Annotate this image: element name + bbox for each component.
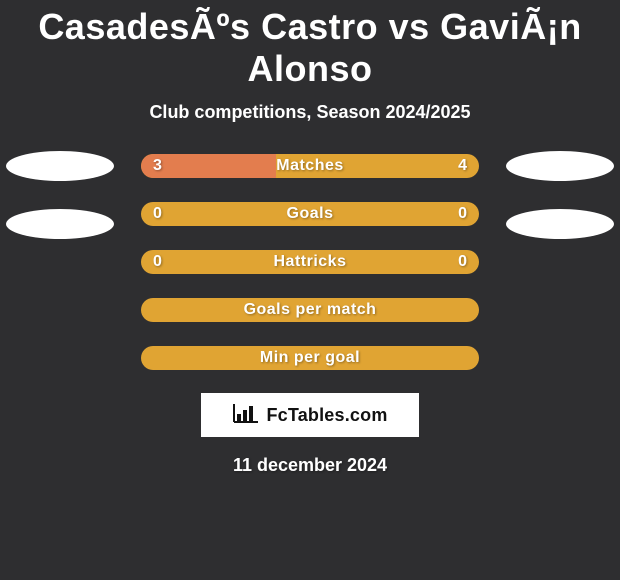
stat-row: 00Hattricks bbox=[0, 249, 620, 275]
stat-label: Matches bbox=[141, 154, 479, 178]
page-title: CasadesÃºs Castro vs GaviÃ¡n Alonso bbox=[0, 6, 620, 90]
stat-rows: 34Matches 00Goals 00Hattricks Goals per mat… bbox=[0, 153, 620, 371]
team-badge-right bbox=[506, 151, 614, 181]
stat-bar: 00Hattricks bbox=[141, 250, 479, 274]
stat-row: Min per goal bbox=[0, 345, 620, 371]
branding-text: FcTables.com bbox=[266, 405, 387, 426]
stat-bar: 34Matches bbox=[141, 154, 479, 178]
stat-bar: Goals per match bbox=[141, 298, 479, 322]
team-badge-left bbox=[6, 151, 114, 181]
bar-chart-icon bbox=[232, 402, 260, 429]
stat-label: Hattricks bbox=[141, 250, 479, 274]
team-badge-left bbox=[6, 209, 114, 239]
page-subtitle: Club competitions, Season 2024/2025 bbox=[0, 102, 620, 123]
comparison-card: CasadesÃºs Castro vs GaviÃ¡n Alonso Club… bbox=[0, 0, 620, 476]
stat-row: 34Matches bbox=[0, 153, 620, 179]
branding-box: FcTables.com bbox=[201, 393, 419, 437]
stat-label: Min per goal bbox=[141, 346, 479, 370]
stat-row: 00Goals bbox=[0, 201, 620, 227]
page-date: 11 december 2024 bbox=[0, 455, 620, 476]
team-badge-right bbox=[506, 209, 614, 239]
stat-label: Goals per match bbox=[141, 298, 479, 322]
stat-row: Goals per match bbox=[0, 297, 620, 323]
stat-bar: Min per goal bbox=[141, 346, 479, 370]
stat-label: Goals bbox=[141, 202, 479, 226]
stat-bar: 00Goals bbox=[141, 202, 479, 226]
